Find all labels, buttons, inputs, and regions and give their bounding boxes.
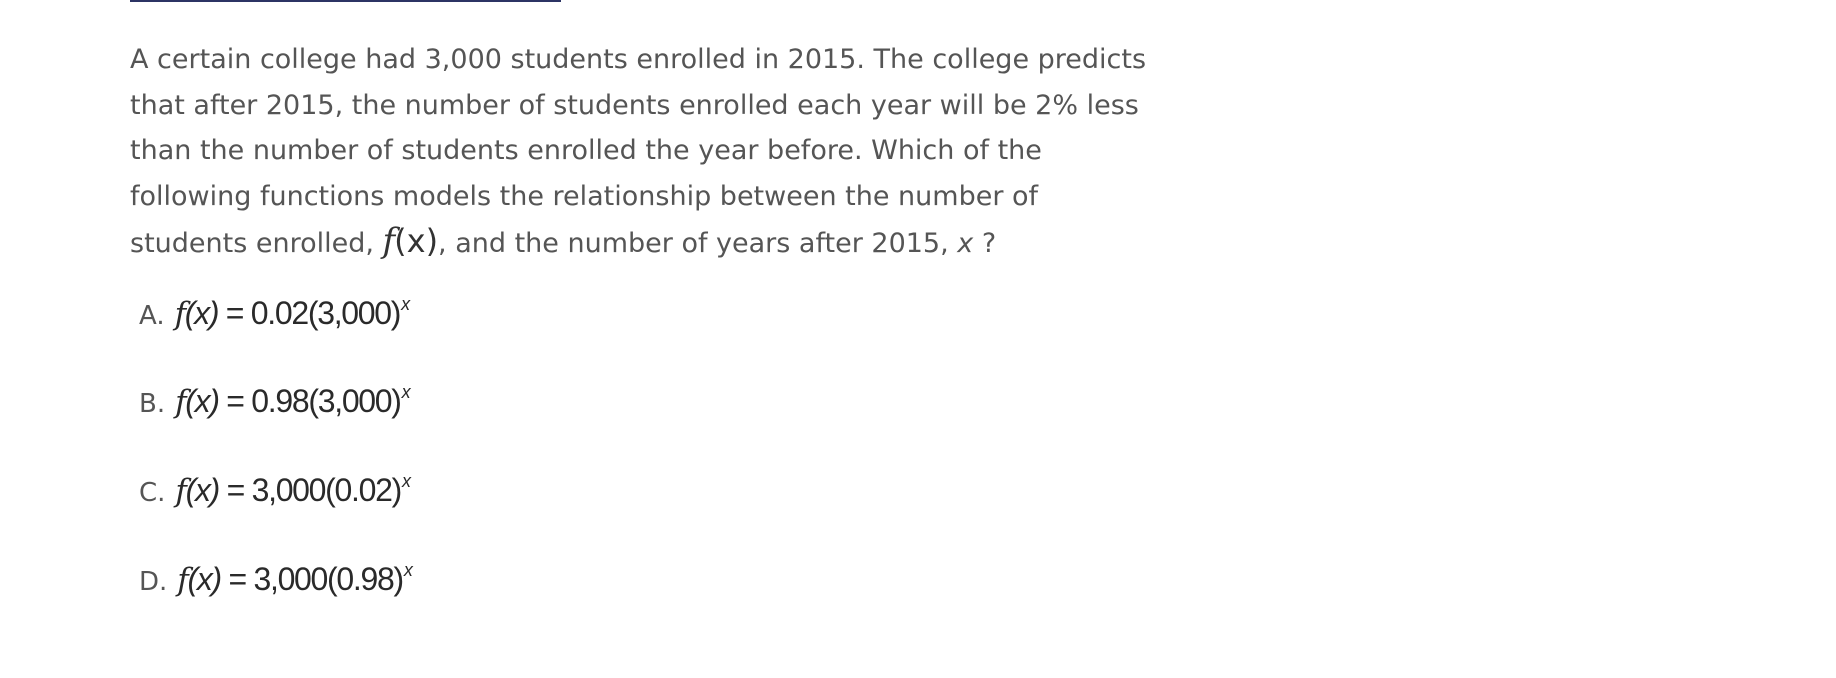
question-line-1: A certain college had 3,000 students enr… — [130, 44, 1147, 75]
option-c[interactable]: C. f(x) = 3,000(0.02)x — [139, 471, 411, 521]
formula-exponent: x — [401, 294, 410, 314]
option-formula: f(x) = 3,000(0.02)x — [175, 471, 411, 509]
formula-right-side: = 0.02(3,000) — [218, 295, 402, 331]
question-line-5: students enrolled, f(x), and the number … — [130, 219, 1210, 267]
formula-exponent: x — [401, 382, 411, 402]
formula-function-name: f — [175, 473, 187, 509]
formula-right-side: = 0.98(3,000) — [218, 383, 402, 419]
function-name: f — [382, 221, 396, 261]
variable-x: x — [957, 228, 974, 259]
question-text: A certain college had 3,000 students enr… — [130, 37, 1210, 267]
formula-right-side: = 3,000(0.98) — [220, 561, 404, 597]
formula-argument: (x) — [187, 561, 222, 597]
option-letter: A. — [139, 301, 165, 331]
formula-function-name: f — [174, 296, 187, 332]
question-line-5-start: students enrolled, — [130, 228, 374, 259]
formula-argument: (x) — [184, 295, 220, 331]
option-letter: B. — [139, 389, 166, 419]
question-line-5-middle: , and the number of years after 2015, — [438, 228, 949, 259]
option-a[interactable]: A. f(x) = 0.02(3,000)x — [139, 294, 411, 344]
option-letter: D. — [139, 567, 168, 597]
formula-exponent: x — [403, 560, 413, 580]
question-line-3: than the number of students enrolled the… — [130, 135, 1042, 166]
formula-argument: (x) — [185, 383, 220, 419]
formula-argument: (x) — [185, 472, 221, 508]
top-divider — [130, 0, 561, 2]
formula-function-name: f — [177, 562, 189, 598]
option-b[interactable]: B. f(x) = 0.98(3,000)x — [139, 382, 411, 432]
question-line-2: that after 2015, the number of students … — [130, 89, 1139, 121]
function-argument: (x) — [394, 222, 439, 260]
option-formula: f(x) = 3,000(0.98)x — [177, 560, 413, 598]
formula-exponent: x — [401, 471, 411, 491]
formula-right-side: = 3,000(0.02) — [219, 472, 403, 508]
option-d[interactable]: D. f(x) = 3,000(0.98)x — [139, 560, 413, 610]
question-mark: ? — [981, 228, 997, 259]
question-line-4: following functions models the relations… — [130, 180, 1039, 212]
option-formula: f(x) = 0.02(3,000)x — [174, 294, 411, 332]
option-formula: f(x) = 0.98(3,000)x — [175, 382, 411, 420]
option-letter: C. — [139, 478, 166, 508]
formula-function-name: f — [175, 384, 187, 420]
